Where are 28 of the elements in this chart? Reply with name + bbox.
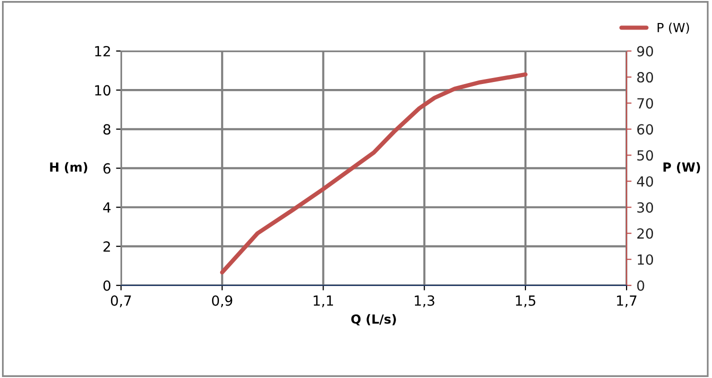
x-tick-label: 0,7 xyxy=(110,295,131,308)
y2-tick-label: 40 xyxy=(636,176,654,187)
y2-tick-label: 20 xyxy=(637,228,654,239)
x-tick-label: 0,9 xyxy=(212,295,232,308)
line-series xyxy=(220,72,528,274)
y2-tick-label: 80 xyxy=(637,72,654,83)
y-tick-label: 8 xyxy=(103,124,110,135)
x-tick-label: 1,1 xyxy=(314,296,334,308)
y2-tick-label: 0 xyxy=(637,280,644,291)
x-axis-title: Q (L/s) xyxy=(351,314,396,326)
y-tick-label: 6 xyxy=(103,163,110,174)
y2-tick-label: 70 xyxy=(637,98,654,109)
y2-tick-label: 60 xyxy=(637,124,654,135)
y-tick-label: 10 xyxy=(95,85,110,96)
y2-tick-label: 90 xyxy=(637,46,654,57)
y2-tick-label: 10 xyxy=(638,254,654,265)
y-tick-label: 2 xyxy=(104,241,110,252)
y-tick-label: 12 xyxy=(95,46,110,56)
y-axis-title: H (m) xyxy=(50,162,88,174)
legend-label: P (W) xyxy=(658,22,689,34)
y2-tick-label: 50 xyxy=(637,150,654,161)
x-tick-label: 1,5 xyxy=(516,296,536,308)
y-tick-label: 0 xyxy=(103,280,110,291)
y-tick-label: 4 xyxy=(103,202,111,213)
y2-tick-label: 30 xyxy=(637,202,654,213)
x-tick-label: 1,3 xyxy=(414,295,434,308)
x-tick-label: 1,7 xyxy=(617,296,636,308)
y2-axis-title: P (W) xyxy=(664,162,700,174)
